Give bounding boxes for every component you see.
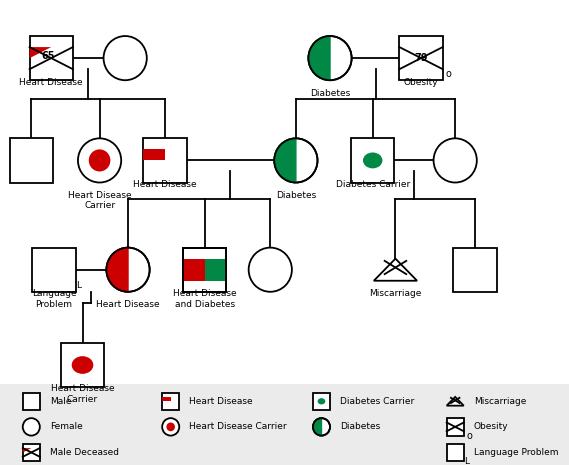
Ellipse shape	[104, 36, 147, 80]
Bar	[23, 392, 40, 410]
Bar	[447, 444, 464, 461]
Bar	[30, 36, 73, 80]
Polygon shape	[308, 36, 330, 80]
Bar	[183, 247, 226, 292]
Polygon shape	[30, 47, 51, 58]
Text: 65: 65	[41, 51, 55, 61]
Text: Heart Disease
Carrier: Heart Disease Carrier	[68, 191, 131, 210]
Ellipse shape	[106, 247, 150, 292]
Text: Male Deceased: Male Deceased	[50, 448, 119, 457]
Bar	[453, 247, 497, 292]
Text: Diabetes Carrier: Diabetes Carrier	[340, 397, 414, 406]
Polygon shape	[106, 248, 128, 292]
Bar	[32, 247, 76, 292]
Text: Heart Disease: Heart Disease	[189, 397, 253, 406]
Text: Obesity: Obesity	[474, 422, 509, 432]
Bar	[143, 139, 187, 182]
Text: Heart Disease Carrier: Heart Disease Carrier	[189, 422, 287, 432]
Bar	[183, 247, 226, 292]
Bar	[162, 392, 179, 410]
Ellipse shape	[313, 418, 330, 436]
Polygon shape	[23, 448, 31, 452]
Text: o: o	[446, 69, 451, 79]
Text: L: L	[464, 457, 469, 465]
Bar	[10, 139, 53, 182]
Bar	[162, 397, 171, 401]
Ellipse shape	[434, 139, 477, 182]
Text: 79: 79	[414, 53, 428, 63]
Text: Miscarriage: Miscarriage	[369, 289, 422, 298]
Bar	[61, 343, 104, 387]
Polygon shape	[313, 418, 321, 436]
Ellipse shape	[249, 247, 292, 292]
Polygon shape	[274, 139, 296, 182]
Polygon shape	[447, 397, 464, 405]
Bar	[313, 392, 330, 410]
Text: Language
Problem: Language Problem	[32, 289, 76, 308]
Text: o: o	[467, 431, 472, 441]
Bar	[399, 36, 443, 80]
Text: Heart Disease: Heart Disease	[19, 78, 83, 86]
Ellipse shape	[78, 139, 121, 182]
Bar	[23, 444, 40, 461]
Ellipse shape	[166, 423, 175, 431]
Text: Male: Male	[50, 397, 72, 406]
Ellipse shape	[162, 418, 179, 436]
Text: Female: Female	[50, 422, 83, 432]
Bar	[447, 418, 464, 436]
Ellipse shape	[308, 36, 352, 80]
Ellipse shape	[274, 139, 318, 182]
Circle shape	[72, 356, 93, 374]
Polygon shape	[374, 259, 417, 281]
Bar	[0, 384, 569, 465]
Text: Diabetes: Diabetes	[276, 191, 316, 200]
Bar	[183, 259, 205, 281]
Ellipse shape	[23, 418, 40, 436]
Text: Miscarriage: Miscarriage	[474, 397, 526, 406]
Text: Diabetes: Diabetes	[310, 89, 350, 98]
Bar	[143, 149, 165, 160]
Circle shape	[363, 153, 382, 168]
Text: L: L	[76, 281, 81, 290]
Ellipse shape	[89, 149, 110, 172]
Text: Obesity: Obesity	[404, 78, 438, 86]
Bar	[205, 259, 226, 281]
Text: Heart Disease: Heart Disease	[133, 180, 197, 189]
Text: Diabetes: Diabetes	[340, 422, 381, 432]
Text: Heart Disease
and Diabetes: Heart Disease and Diabetes	[173, 289, 237, 308]
Circle shape	[318, 398, 325, 405]
Text: Diabetes Carrier: Diabetes Carrier	[336, 180, 410, 189]
Bar	[351, 139, 394, 182]
Text: Language Problem: Language Problem	[474, 448, 559, 457]
Text: Heart Disease
Carrier: Heart Disease Carrier	[51, 385, 114, 404]
Text: Heart Disease: Heart Disease	[96, 300, 160, 309]
